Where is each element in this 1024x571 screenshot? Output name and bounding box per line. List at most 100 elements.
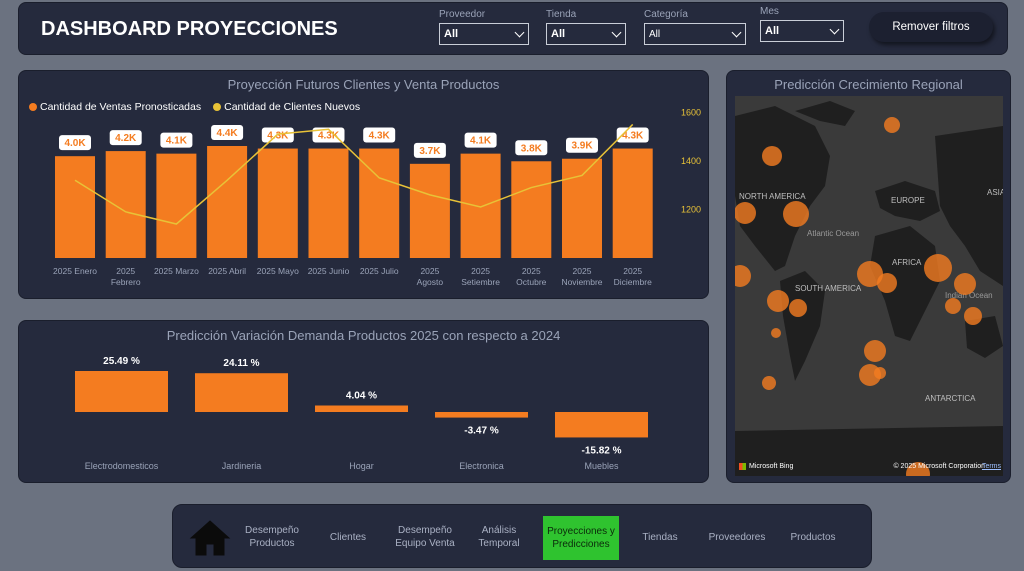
sales-bar [460,153,501,258]
data-label-box [413,142,446,158]
header-bar: DASHBOARD PROYECCIONES Proveedor All Tie… [18,2,1008,55]
projection-chart-title: Proyección Futuros Clientes y Venta Prod… [227,77,500,92]
filter-tienda: Tienda All [546,9,626,45]
customers-line [74,123,634,225]
filter-label: Tienda [546,9,577,20]
data-label: 4.3K [622,131,644,142]
landmass-asia [935,126,1003,286]
select-value: All [551,28,566,40]
tienda-select[interactable]: All [546,23,626,45]
data-label-box [464,132,497,148]
y2-tick-label: 1600 [681,107,701,117]
variation-bar [195,373,288,412]
filter-label: Categoría [644,9,688,20]
legend-item-sales[interactable]: Cantidad de Ventas Pronosticadas [29,101,201,113]
region-bubble [874,367,886,379]
sales-bar [257,148,298,258]
x-tick-label: 2025 Febrero [111,266,141,287]
nav-item[interactable]: Clientes [323,505,373,569]
landmass-europe [875,181,940,221]
proveedor-select[interactable]: All [439,23,529,45]
data-label: 3.7K [419,146,441,157]
mes-select[interactable]: All [760,20,844,42]
nav-item[interactable]: Análisis Temporal [469,505,529,569]
chevron-down-icon [731,27,742,37]
x-tick-label: 2025 Enero [53,266,97,276]
select-value: All [649,28,661,40]
x-tick-label: 2025 Julio [360,266,399,276]
data-label: -3.47 % [464,426,499,437]
data-label: 4.04 % [346,391,377,402]
nav-item-label: Tiendas [642,531,678,543]
nav-item[interactable]: Desempeño Productos [241,505,303,569]
nav-item[interactable]: Tiendas [631,505,689,569]
categoria-select[interactable]: All [644,23,746,45]
chevron-down-icon [514,27,525,37]
filter-categoria: Categoría All [644,9,746,45]
x-tick-label: 2025 Mayo [257,266,299,276]
data-label: 4.4K [217,128,239,139]
projection-chart: 1600 1400 1200 4.0K 2025 Enero 4.2K 2025 Febrer… [53,107,701,287]
data-label: 4.0K [64,138,86,149]
region-bubble [762,376,776,390]
x-tick-label: Hogar [349,461,374,471]
x-tick-label: Electrodomesticos [85,461,159,471]
filter-label: Proveedor [439,9,486,20]
nav-item-label: Clientes [329,531,367,543]
world-map [735,101,1003,476]
data-label: 4.3K [267,131,289,142]
region-bubble [906,462,930,476]
select-value: All [444,28,459,40]
nav-item[interactable]: Productos [777,505,849,569]
map-attribution: Microsoft Bing [739,463,793,470]
legend-dot [213,103,222,112]
remove-filters-button[interactable]: Remover filtros [869,12,993,42]
data-label-box [109,130,142,146]
region-bubble [945,298,961,314]
variation-chart: 25.49 % Electrodomesticos 24.11 % Jardineri… [75,356,648,471]
sales-bar [308,148,349,258]
regional-map[interactable]: NORTH AMERICA EUROPE ASIA Atlantic Ocean… [735,96,1003,476]
nav-item-label: Proyecciones y Predicciones [547,526,615,550]
map-label: ANTARCTICA [925,394,976,403]
variation-bar [435,412,528,418]
region-bubble [924,254,952,282]
x-tick-label: Muebles [584,461,619,471]
region-bubble [767,290,789,312]
y2-tick-label: 1200 [681,204,701,214]
variation-bar [75,371,168,412]
data-label: 3.8K [521,143,543,154]
x-tick-label: 2025 Junio [308,266,350,276]
data-label: 4.1K [470,136,492,147]
navigation-bar: Desempeño Productos Clientes Desempeño Equ… [172,504,872,568]
nav-item-label: Productos [790,531,836,543]
variation-bar [315,405,408,412]
chevron-down-icon [829,24,840,34]
region-bubble [783,201,809,227]
map-title: Predicción Crecimiento Regional [774,77,963,92]
data-label: 4.1K [166,136,188,147]
nav-item[interactable]: Proveedores [697,505,777,569]
legend-label: Cantidad de Clientes Nuevos [224,101,361,113]
filter-mes: Mes All [760,6,844,42]
terms-link[interactable]: Terms [981,463,1001,470]
nav-item-label: Desempeño Equipo Venta [395,525,455,549]
data-label: 4.3K [369,131,391,142]
data-label-box [363,127,396,143]
nav-item-label: Proveedores [708,531,766,543]
x-tick-label: 2025 Octubre [516,266,547,287]
home-icon[interactable] [189,519,231,557]
nav-item[interactable]: Proyecciones y Predicciones [543,516,619,560]
data-label: 25.49 % [103,356,140,367]
variation-bar [555,412,648,438]
x-tick-label: 2025 Noviembre [561,266,602,287]
sales-bar [105,151,146,258]
nav-item[interactable]: Desempeño Equipo Venta [389,505,461,569]
y2-tick-label: 1400 [681,156,701,166]
nav-item-label: Análisis Temporal [478,525,520,549]
data-label: 4.2K [115,133,137,144]
legend-item-customers[interactable]: Cantidad de Clientes Nuevos [213,101,360,113]
map-label: Atlantic Ocean [807,229,860,238]
region-bubble [762,146,782,166]
select-value: All [765,25,780,37]
